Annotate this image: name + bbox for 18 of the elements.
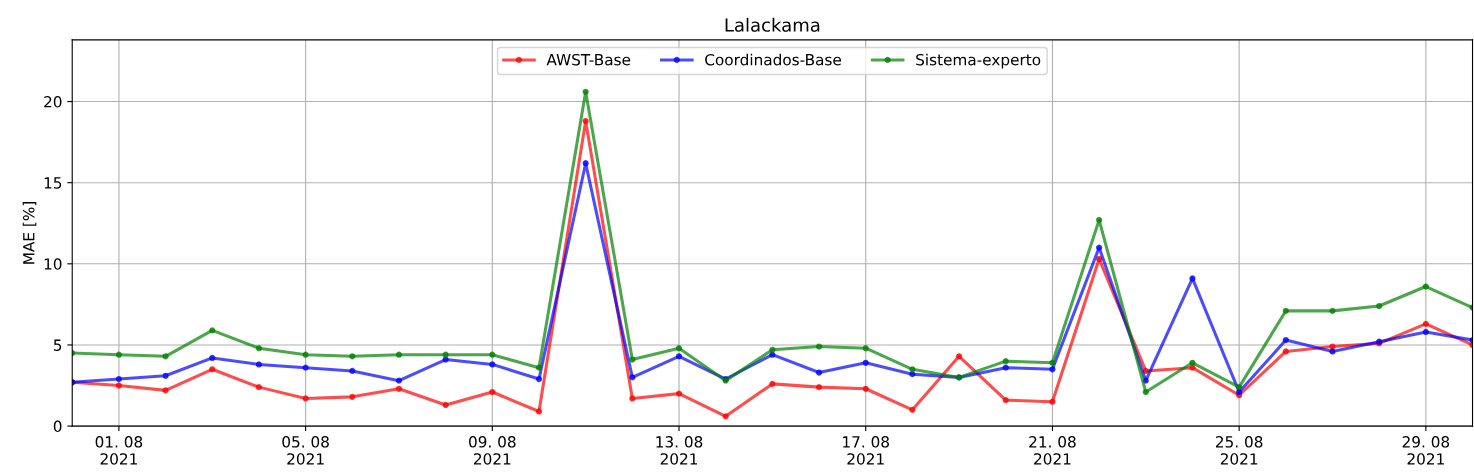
x-tick-label: 25. 08 2021 (1215, 436, 1263, 465)
y-tick-label: 20 (44, 96, 62, 108)
x-tick-label: 21. 08 2021 (1029, 436, 1076, 465)
legend-label: AWST-Base (546, 53, 631, 66)
legend-label: Coordinados-Base (705, 53, 841, 66)
x-tick-label: 09. 08 2021 (469, 436, 516, 465)
x-tick-label: 17. 08 2021 (843, 436, 889, 465)
x-tick-label: 29. 08 2021 (1402, 436, 1450, 465)
y-tick-label: 0 (53, 420, 62, 433)
legend-label: Sistema-experto (916, 53, 1041, 69)
y-tick-label: 10 (44, 258, 62, 270)
y-tick-label: 15 (44, 177, 62, 189)
y-tick-label: 5 (53, 339, 62, 351)
x-tick-label: 13. 08 2021 (656, 436, 703, 465)
chart-title: Lalackama (725, 17, 820, 32)
x-tick-label: 05. 08 2021 (282, 436, 329, 465)
x-tick-label: 01. 08 2021 (95, 436, 143, 465)
y-axis-title: MAE [%] (22, 202, 37, 264)
